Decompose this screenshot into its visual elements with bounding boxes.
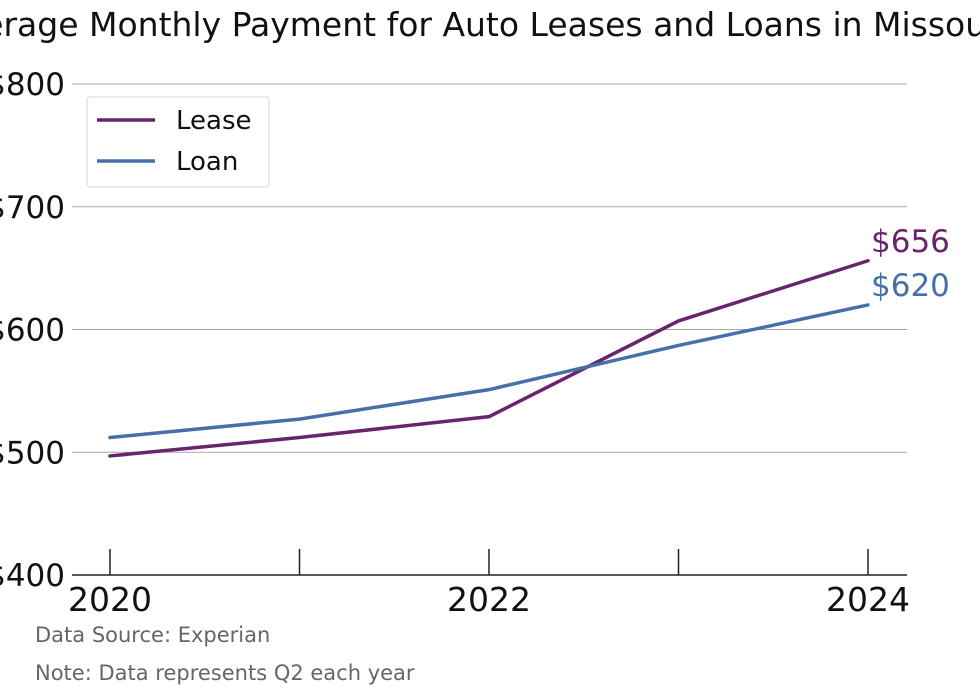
legend: Lease Loan bbox=[86, 96, 270, 188]
x-tick-label: 2024 bbox=[826, 580, 910, 619]
y-tick-label: $600 bbox=[0, 313, 65, 349]
y-tick-label: $500 bbox=[0, 435, 65, 471]
legend-label-loan: Loan bbox=[176, 147, 238, 177]
x-tick-label: 2022 bbox=[447, 580, 531, 619]
y-axis-ticks: $400 $500 $600 $700 $800 bbox=[0, 67, 65, 594]
x-tick-label: 2020 bbox=[68, 580, 152, 619]
chart-title: Average Monthly Payment for Auto Leases … bbox=[0, 5, 980, 44]
y-tick-label: $400 bbox=[0, 558, 65, 594]
legend-label-lease: Lease bbox=[176, 106, 252, 136]
x-axis: 2020 2022 2024 bbox=[68, 549, 910, 619]
footnote: Note: Data represents Q2 each year bbox=[35, 661, 415, 685]
gridlines bbox=[72, 83, 907, 453]
y-tick-label: $700 bbox=[0, 190, 65, 226]
end-label-loan: $620 bbox=[871, 268, 950, 304]
series-line-loan bbox=[108, 303, 870, 440]
series-line-lease bbox=[108, 259, 870, 458]
end-label-lease: $656 bbox=[871, 224, 950, 260]
series-lines bbox=[108, 259, 870, 458]
end-labels: $656 $620 bbox=[871, 224, 950, 304]
data-source-note: Data Source: Experian bbox=[35, 623, 271, 647]
y-tick-label: $800 bbox=[0, 67, 65, 103]
